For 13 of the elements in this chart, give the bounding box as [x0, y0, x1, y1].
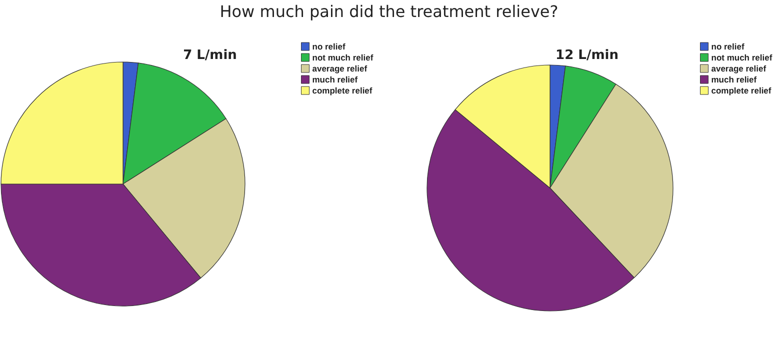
legend-label: complete relief — [312, 86, 372, 96]
legend-label: much relief — [711, 74, 757, 84]
legend-label: no relief — [312, 42, 346, 52]
legend-label: not much relief — [711, 52, 772, 62]
text: 7 L/min — [183, 48, 237, 63]
legend-label: not much relief — [312, 52, 374, 62]
chart-title: How much pain did the treatment relieve? — [218, 2, 560, 21]
legend-label: no relief — [711, 42, 744, 52]
legend-label: complete relief — [711, 86, 772, 96]
legend-label: much relief — [312, 74, 358, 84]
text: 12 L/min — [556, 48, 618, 63]
legend-label: average relief — [312, 64, 368, 74]
legend-label: average relief — [711, 64, 766, 74]
